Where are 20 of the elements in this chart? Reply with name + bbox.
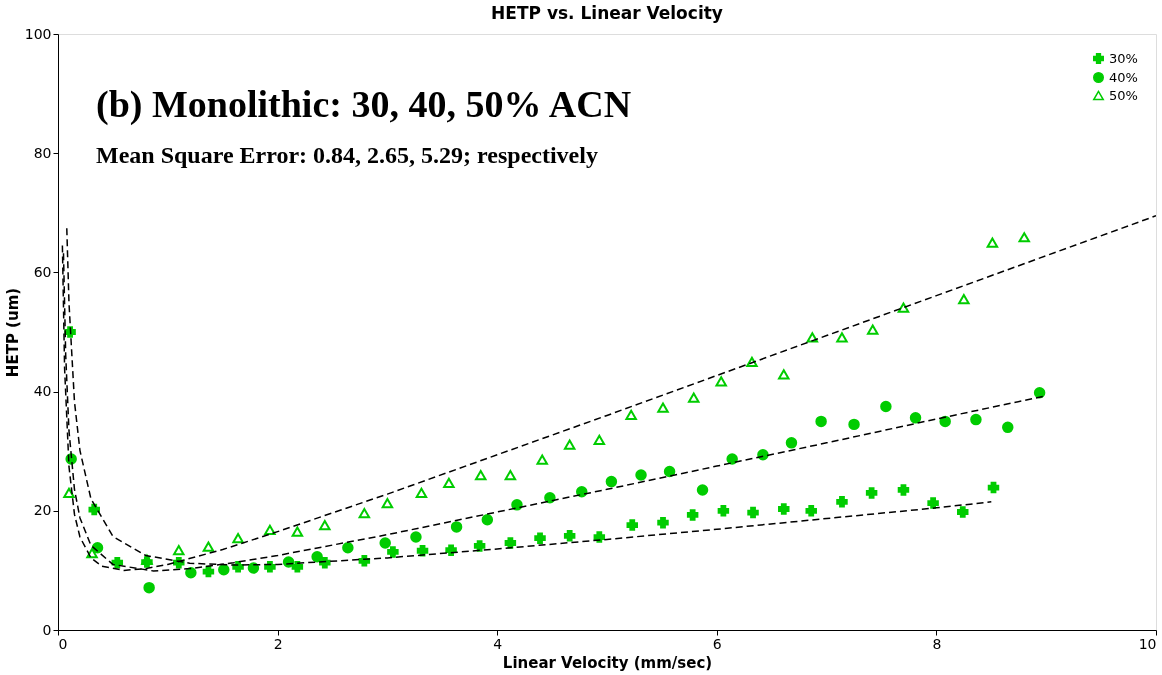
chart-title: HETP vs. Linear Velocity xyxy=(491,3,723,23)
y-tick-label: 60 xyxy=(33,263,52,280)
x-tick-label: 2 xyxy=(273,635,283,652)
legend-label: 30% xyxy=(1109,50,1138,66)
x-tick-label: 4 xyxy=(493,635,503,652)
y-tick-label: 80 xyxy=(33,144,52,161)
legend-label: 40% xyxy=(1109,69,1138,85)
legend-label: 50% xyxy=(1109,87,1138,103)
annotation: (b) Monolithic: 30, 40, 50% ACN xyxy=(96,83,632,126)
y-tick-label: 40 xyxy=(33,383,52,400)
x-tick-label: 10 xyxy=(1138,635,1157,652)
y-axis-title: HETP (um) xyxy=(3,287,22,378)
x-tick-label: 6 xyxy=(712,635,722,652)
annotation: Mean Square Error: 0.84, 2.65, 5.29; respectively xyxy=(96,142,598,168)
y-tick-label: 0 xyxy=(42,621,52,638)
x-tick-label: 0 xyxy=(58,635,68,652)
y-tick-label: 100 xyxy=(24,25,52,42)
x-axis-title: Linear Velocity (mm/sec) xyxy=(502,653,713,672)
y-tick-label: 20 xyxy=(33,502,52,519)
x-tick-label: 8 xyxy=(932,635,942,652)
